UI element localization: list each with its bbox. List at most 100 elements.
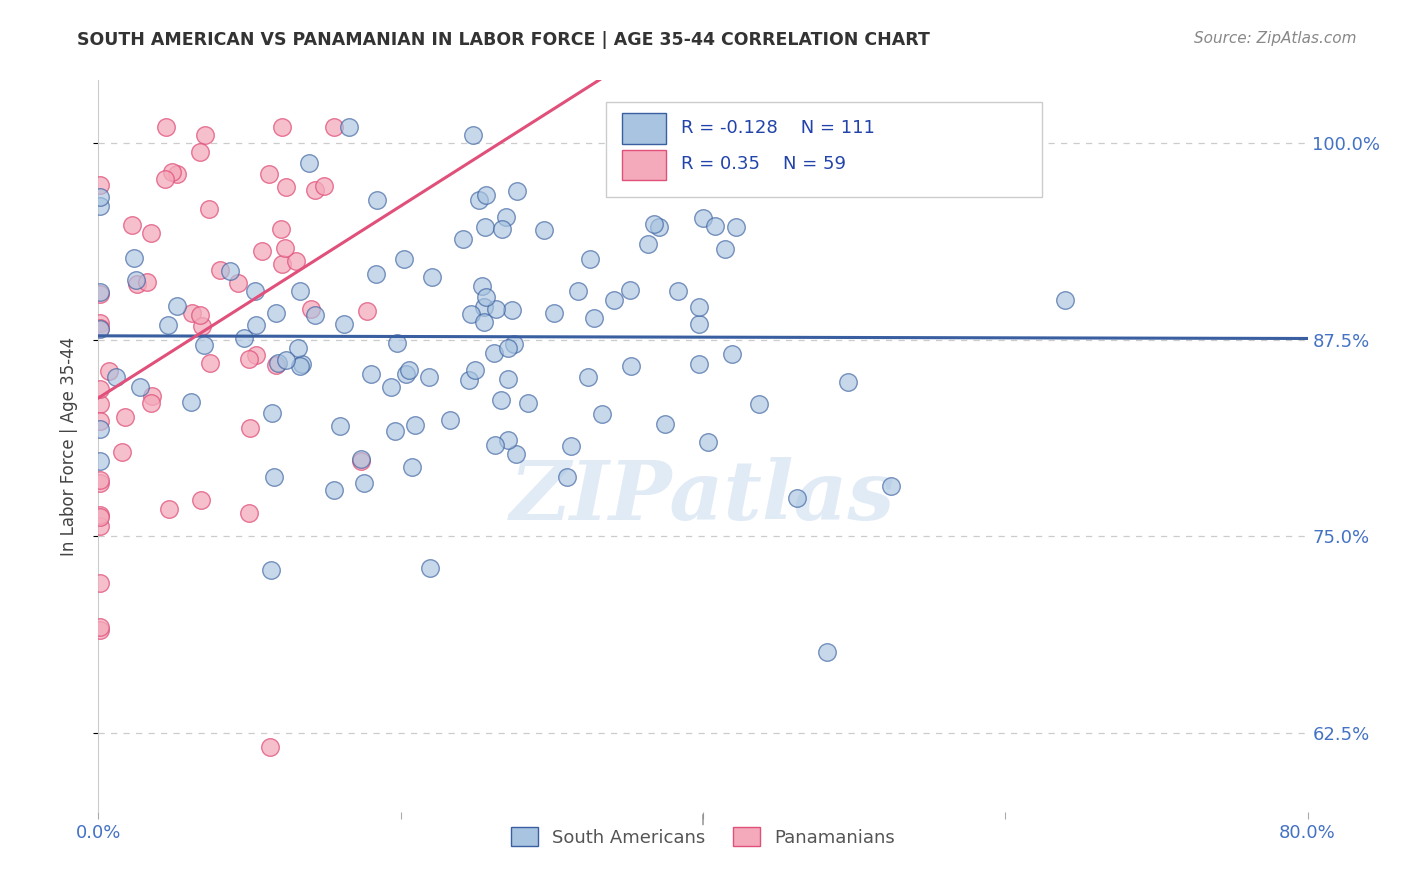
Point <box>238 351 260 366</box>
Point <box>89 397 111 411</box>
Text: ZIPatlas: ZIPatlas <box>510 458 896 537</box>
Point <box>384 424 406 438</box>
Point <box>98 364 121 378</box>
Point <box>271 257 294 271</box>
Point <box>245 318 267 333</box>
Point <box>380 379 402 393</box>
Point <box>576 369 599 384</box>
Point <box>366 193 388 207</box>
Point <box>631 162 654 177</box>
Point <box>89 509 111 524</box>
Point <box>484 346 506 360</box>
Point <box>122 251 145 265</box>
Legend: South Americans, Panamanians: South Americans, Panamanians <box>503 820 903 854</box>
Point <box>721 347 744 361</box>
Point <box>245 285 267 299</box>
Point <box>155 120 177 135</box>
Point <box>288 284 311 298</box>
Point <box>198 202 221 216</box>
Point <box>654 417 676 431</box>
Text: R = 0.35    N = 59: R = 0.35 N = 59 <box>682 155 846 173</box>
Point <box>401 459 423 474</box>
FancyBboxPatch shape <box>606 103 1042 197</box>
Point <box>121 218 143 232</box>
Point <box>264 306 287 320</box>
Point <box>451 232 474 246</box>
Point <box>290 357 312 371</box>
Point <box>263 469 285 483</box>
Point <box>543 306 565 320</box>
Point <box>360 368 382 382</box>
Point <box>139 396 162 410</box>
Point <box>270 222 292 236</box>
Point <box>160 165 183 179</box>
Point <box>245 348 267 362</box>
Point <box>299 301 322 316</box>
Point <box>474 220 496 235</box>
Point <box>89 178 111 192</box>
Point <box>125 277 148 291</box>
Point <box>188 308 211 322</box>
Point <box>198 356 221 370</box>
Point <box>276 353 298 368</box>
Point <box>620 359 643 374</box>
Point <box>166 167 188 181</box>
Point <box>505 447 527 461</box>
Point <box>298 156 321 170</box>
Point <box>264 359 287 373</box>
Point <box>262 406 284 420</box>
Point <box>181 306 204 320</box>
Point <box>747 396 769 410</box>
Point <box>439 413 461 427</box>
Point <box>704 219 727 233</box>
Point <box>533 223 555 237</box>
Point <box>353 476 375 491</box>
Point <box>516 395 538 409</box>
Point <box>560 439 582 453</box>
Point <box>392 252 415 267</box>
Point <box>725 220 748 235</box>
Point <box>815 644 838 658</box>
Point <box>105 370 128 384</box>
Point <box>323 120 346 135</box>
Point <box>194 128 217 142</box>
Point <box>290 359 312 373</box>
Point <box>89 322 111 336</box>
Point <box>501 302 523 317</box>
Point <box>304 183 326 197</box>
Point <box>463 128 485 142</box>
Point <box>366 267 388 281</box>
Point <box>135 275 157 289</box>
Point <box>579 252 602 266</box>
Point <box>555 469 578 483</box>
Point <box>631 152 654 166</box>
Point <box>191 319 214 334</box>
Point <box>89 473 111 487</box>
Point <box>89 576 111 591</box>
Point <box>350 454 373 468</box>
Text: SOUTH AMERICAN VS PANAMANIAN IN LABOR FORCE | AGE 35-44 CORRELATION CHART: SOUTH AMERICAN VS PANAMANIAN IN LABOR FO… <box>77 31 931 49</box>
Point <box>267 356 290 370</box>
Point <box>460 307 482 321</box>
Point <box>323 483 346 497</box>
Point <box>472 315 495 329</box>
Point <box>471 279 494 293</box>
Point <box>880 479 903 493</box>
Point <box>259 739 281 754</box>
Point <box>304 308 326 322</box>
Point <box>89 454 111 468</box>
Point <box>458 373 481 387</box>
Point <box>314 178 336 193</box>
Point <box>89 620 111 634</box>
Point <box>89 414 111 428</box>
Point <box>128 380 150 394</box>
Point <box>583 311 606 326</box>
Point <box>156 318 179 333</box>
Point <box>495 210 517 224</box>
Point <box>837 375 859 389</box>
Point <box>350 451 373 466</box>
Point <box>496 372 519 386</box>
Point <box>688 317 710 331</box>
Point <box>329 419 352 434</box>
Point <box>89 422 111 436</box>
